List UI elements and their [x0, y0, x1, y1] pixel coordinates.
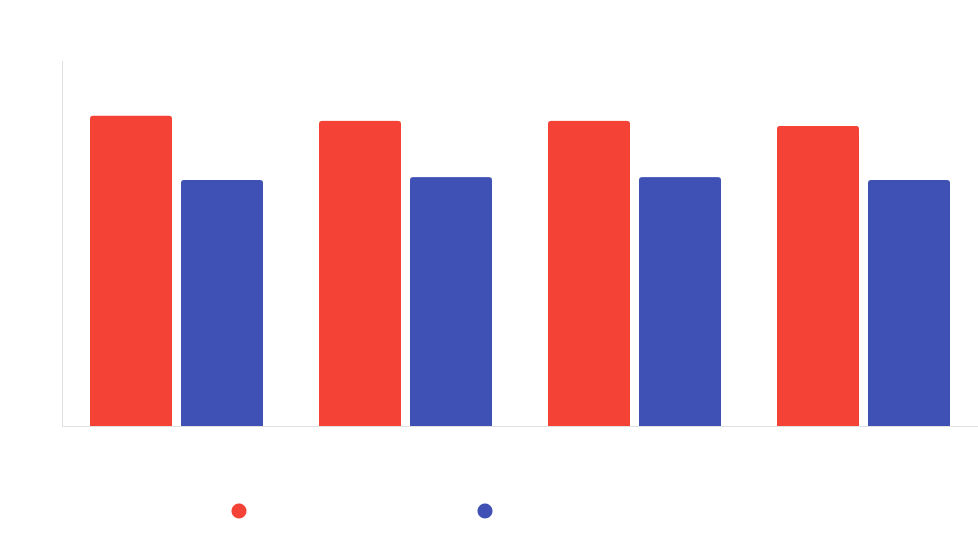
bar-series-1-category-2 [319, 120, 401, 427]
legend [231, 503, 493, 519]
legend-marker-series-2 [477, 503, 493, 519]
bar-series-1-category-1 [90, 115, 172, 426]
bar-series-2-category-3 [639, 177, 721, 426]
bar-series-2-category-4 [868, 179, 950, 426]
bar-series-1-category-3 [548, 120, 630, 427]
bar-series-2-category-2 [410, 177, 492, 426]
legend-marker-series-1 [231, 503, 247, 519]
bars [90, 115, 950, 427]
bar-series-1-category-4 [777, 125, 859, 426]
bar-series-2-category-1 [181, 179, 263, 426]
